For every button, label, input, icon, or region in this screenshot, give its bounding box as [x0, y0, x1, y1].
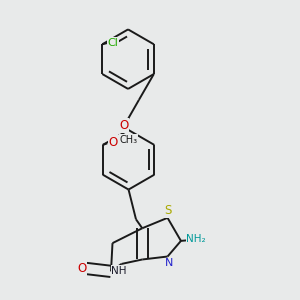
- Text: O: O: [109, 136, 118, 148]
- Text: S: S: [164, 204, 172, 218]
- Text: Cl: Cl: [107, 38, 118, 48]
- Text: CH₃: CH₃: [119, 135, 137, 145]
- Text: O: O: [119, 119, 129, 132]
- Text: NH: NH: [111, 266, 127, 276]
- Text: N: N: [165, 258, 173, 268]
- Text: O: O: [77, 262, 87, 275]
- Text: NH₂: NH₂: [186, 234, 206, 244]
